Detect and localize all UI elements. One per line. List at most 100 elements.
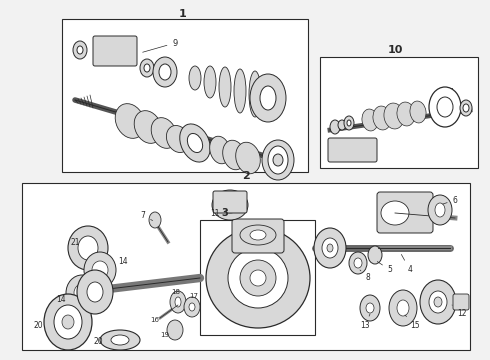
Ellipse shape <box>273 154 283 166</box>
Text: 12: 12 <box>452 305 467 318</box>
Ellipse shape <box>206 228 310 328</box>
Ellipse shape <box>184 297 200 317</box>
Text: 14: 14 <box>56 296 66 305</box>
Text: 2: 2 <box>242 171 250 181</box>
Ellipse shape <box>366 303 374 313</box>
Ellipse shape <box>344 116 354 130</box>
Text: 15: 15 <box>405 315 420 330</box>
Ellipse shape <box>437 97 453 117</box>
Ellipse shape <box>347 120 351 126</box>
Ellipse shape <box>338 120 346 130</box>
Text: 6: 6 <box>442 195 458 204</box>
Ellipse shape <box>260 86 276 110</box>
Ellipse shape <box>153 57 177 87</box>
Ellipse shape <box>77 46 83 54</box>
Ellipse shape <box>111 335 129 345</box>
Ellipse shape <box>354 258 362 268</box>
Text: 9: 9 <box>143 39 178 52</box>
Text: 3: 3 <box>221 208 228 218</box>
Text: 5: 5 <box>377 261 392 274</box>
Ellipse shape <box>420 280 456 324</box>
Ellipse shape <box>84 252 116 288</box>
Ellipse shape <box>100 330 140 350</box>
Text: 4: 4 <box>401 255 413 274</box>
Ellipse shape <box>151 118 177 148</box>
Ellipse shape <box>397 300 409 316</box>
Ellipse shape <box>62 315 74 329</box>
Ellipse shape <box>54 305 82 339</box>
Ellipse shape <box>240 260 276 296</box>
Ellipse shape <box>187 134 203 153</box>
Text: 16: 16 <box>150 317 160 323</box>
Bar <box>62 19 308 172</box>
Text: 1: 1 <box>179 9 187 19</box>
Text: 21: 21 <box>70 238 80 247</box>
Ellipse shape <box>140 59 154 77</box>
FancyBboxPatch shape <box>213 191 247 213</box>
FancyBboxPatch shape <box>328 138 377 162</box>
Ellipse shape <box>373 106 391 130</box>
Ellipse shape <box>368 246 382 264</box>
Ellipse shape <box>189 303 195 311</box>
Ellipse shape <box>234 69 246 113</box>
Ellipse shape <box>204 66 216 98</box>
FancyBboxPatch shape <box>453 294 469 310</box>
Ellipse shape <box>250 230 266 240</box>
Ellipse shape <box>250 74 286 122</box>
Ellipse shape <box>322 238 338 258</box>
Ellipse shape <box>397 102 415 126</box>
Text: 20: 20 <box>94 338 103 346</box>
Ellipse shape <box>428 195 452 225</box>
Bar <box>320 57 478 168</box>
FancyBboxPatch shape <box>377 192 433 233</box>
Ellipse shape <box>360 295 380 321</box>
Ellipse shape <box>381 201 409 225</box>
Bar <box>22 183 470 350</box>
Ellipse shape <box>222 140 245 170</box>
Ellipse shape <box>327 244 333 252</box>
Ellipse shape <box>434 297 442 307</box>
Ellipse shape <box>66 275 98 311</box>
Ellipse shape <box>429 291 447 313</box>
Ellipse shape <box>429 87 461 127</box>
Ellipse shape <box>240 225 276 245</box>
Ellipse shape <box>77 270 113 314</box>
Ellipse shape <box>435 203 445 217</box>
Ellipse shape <box>330 120 340 134</box>
Text: 7: 7 <box>141 211 152 221</box>
Ellipse shape <box>144 64 150 72</box>
Ellipse shape <box>134 111 162 143</box>
Ellipse shape <box>236 142 260 174</box>
Ellipse shape <box>314 228 346 268</box>
Ellipse shape <box>189 66 201 90</box>
Ellipse shape <box>175 297 181 307</box>
Ellipse shape <box>384 103 404 129</box>
Text: 18: 18 <box>172 289 180 295</box>
Ellipse shape <box>349 252 367 274</box>
Text: 19: 19 <box>161 332 170 338</box>
Ellipse shape <box>180 124 210 162</box>
Ellipse shape <box>115 104 145 138</box>
Text: 8: 8 <box>360 270 370 283</box>
Ellipse shape <box>87 282 103 302</box>
Text: 13: 13 <box>360 314 370 330</box>
Bar <box>200 220 315 335</box>
Text: 11: 11 <box>210 208 227 217</box>
Ellipse shape <box>220 197 240 213</box>
Ellipse shape <box>167 320 183 340</box>
Ellipse shape <box>149 212 161 228</box>
Text: 14: 14 <box>118 257 127 266</box>
Ellipse shape <box>362 109 378 131</box>
Ellipse shape <box>68 226 108 270</box>
Ellipse shape <box>212 190 248 220</box>
Ellipse shape <box>249 71 261 117</box>
Ellipse shape <box>92 261 108 279</box>
Ellipse shape <box>250 270 266 286</box>
Ellipse shape <box>210 136 230 164</box>
Ellipse shape <box>463 104 469 112</box>
Ellipse shape <box>167 126 190 153</box>
Text: 10: 10 <box>387 45 403 55</box>
Ellipse shape <box>44 294 92 350</box>
Text: 20: 20 <box>33 320 43 329</box>
Ellipse shape <box>228 248 288 308</box>
